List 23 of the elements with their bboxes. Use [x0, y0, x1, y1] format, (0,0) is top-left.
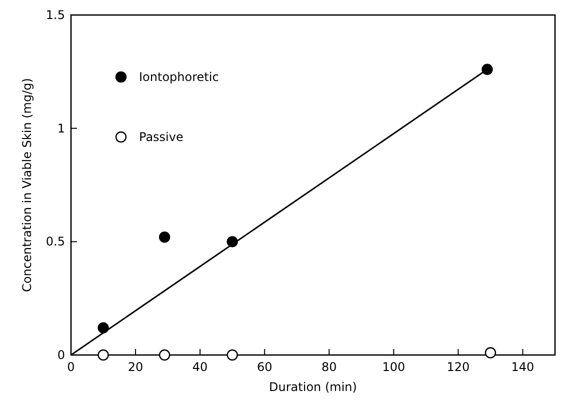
point [484, 347, 496, 358]
y-tick-label: 1.5 [46, 8, 65, 22]
y-tick-label: 0 [57, 348, 65, 362]
y-axis-title: Concentration in Viable Skin (mg/g) [20, 78, 34, 292]
legend-label: Iontophoretic [139, 70, 219, 84]
x-tick-label: 40 [192, 360, 208, 374]
x-tick-label: 20 [128, 360, 144, 374]
x-axis-title: Duration (min) [269, 380, 357, 394]
y-tick-label: 1 [57, 121, 65, 136]
point [98, 322, 109, 334]
point [158, 232, 170, 243]
legend-label: Passive [139, 130, 184, 144]
x-tick-label: 100 [382, 360, 406, 374]
x-tick-label: 80 [321, 360, 337, 374]
x-tick-label: 140 [511, 360, 534, 374]
x-tick-label: 0 [67, 360, 75, 374]
point [158, 349, 170, 361]
point [226, 349, 238, 361]
point [482, 64, 493, 75]
point [98, 349, 109, 361]
x-tick-label: 60 [256, 360, 272, 374]
x-tick-label: 120 [446, 360, 470, 374]
y-tick-label: 0.5 [46, 234, 65, 249]
